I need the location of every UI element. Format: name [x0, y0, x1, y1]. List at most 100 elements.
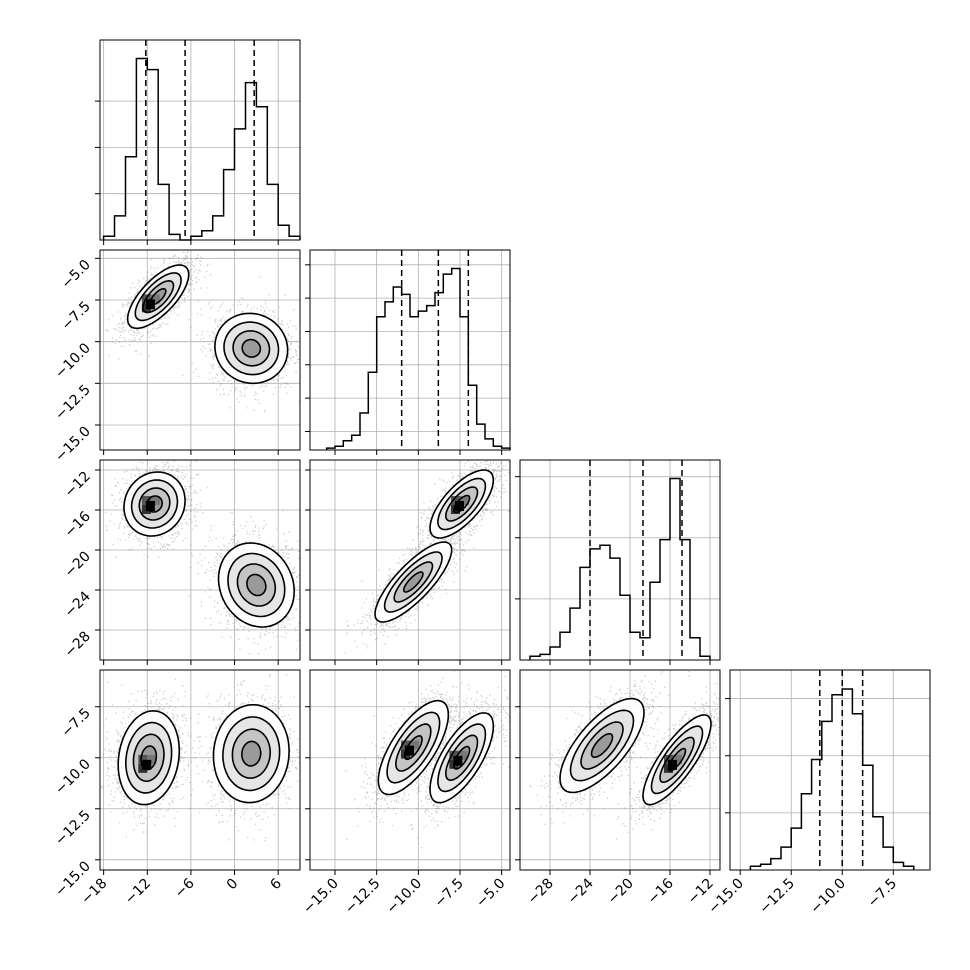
x-tick-label: −12: [122, 876, 154, 908]
density-cell: [401, 740, 410, 750]
contour-line: [580, 721, 624, 770]
contour-line: [214, 312, 289, 385]
density-cell: [147, 754, 157, 764]
density-cell: [138, 754, 148, 764]
joint-panel-1-0: [95, 249, 301, 455]
panel-frame: [99, 39, 301, 241]
panel-frame: [99, 669, 301, 871]
y-tick-label: −20: [62, 549, 94, 581]
histogram-panel-1: [305, 249, 511, 455]
histogram-step: [529, 477, 711, 660]
density-cell: [141, 496, 151, 505]
x-tick-label: −12.5: [342, 876, 384, 918]
contour-line: [222, 716, 281, 792]
density-cell: [458, 750, 468, 760]
y-tick-label: −28: [62, 629, 94, 661]
contour-line: [240, 740, 262, 767]
contour-line: [124, 721, 173, 794]
panel-frame: [309, 669, 511, 871]
density-cell: [150, 496, 160, 505]
contour-line: [559, 697, 645, 794]
histogram-panel-3: [725, 669, 931, 875]
contour-line: [437, 477, 487, 531]
histogram-step: [102, 57, 301, 241]
contour-line: [383, 551, 443, 613]
y-tick-label: −10.0: [52, 340, 94, 382]
density-cell: [664, 754, 673, 764]
contour-line: [138, 487, 171, 521]
joint-panel-3-0: [95, 669, 301, 875]
x-tick-label: 6: [267, 875, 285, 893]
contour-line: [126, 264, 190, 330]
contour-line: [453, 494, 471, 514]
contour-line: [140, 745, 158, 771]
density-peak-cell: [145, 501, 155, 511]
y-tick-label: −5.0: [58, 257, 93, 292]
density-peak-cell: [453, 755, 463, 766]
density-fill: [403, 572, 423, 592]
density-cell: [150, 294, 160, 304]
x-tick-label: −7.5: [431, 876, 466, 911]
contour-line: [429, 712, 495, 804]
joint-panel-2-1: [305, 459, 511, 665]
contour-line: [403, 734, 423, 761]
contour-line: [437, 723, 487, 793]
contour-line: [642, 714, 712, 806]
contour-line: [223, 321, 280, 376]
density-cell: [449, 750, 459, 760]
contour-line: [212, 704, 290, 804]
histogram-step: [749, 688, 915, 870]
density-peak-cell: [142, 759, 152, 770]
contour-line: [132, 733, 165, 782]
joint-panel-3-2: [515, 669, 721, 875]
density-peak-cell: [455, 501, 464, 511]
contour-line: [134, 272, 182, 322]
scatter-points: [529, 670, 720, 840]
contour-line: [246, 573, 267, 597]
contour-line: [453, 745, 471, 770]
contour-line: [227, 552, 286, 618]
density-fill: [241, 741, 261, 766]
contour-line: [241, 338, 262, 358]
histogram-panel-0: [95, 39, 301, 245]
density-fill: [246, 574, 266, 596]
contour-line: [377, 699, 450, 796]
contour-line: [149, 288, 167, 306]
x-tick-label: −24: [565, 875, 597, 907]
density-cell: [451, 496, 460, 505]
x-tick-label: −28: [525, 876, 557, 908]
joint-panel-3-1: [305, 669, 511, 875]
contour-line: [146, 495, 164, 513]
contour-line: [659, 736, 695, 783]
panel-frame: [99, 249, 301, 451]
y-tick-label: −10.0: [52, 756, 94, 798]
contour-line: [394, 723, 432, 772]
contour-line: [667, 747, 687, 772]
contour-line: [232, 330, 271, 367]
y-tick-label: −24: [62, 588, 94, 620]
y-tick-label: −12.5: [52, 807, 94, 849]
x-tick-label: −7.5: [865, 876, 900, 911]
histogram-step: [325, 267, 511, 450]
contour-line: [650, 725, 704, 795]
x-tick-label: −12.5: [756, 876, 798, 918]
panel-frame: [309, 459, 511, 661]
panel-frame: [519, 669, 721, 871]
contour-line: [123, 471, 186, 537]
x-tick-label: −5.0: [473, 876, 508, 911]
panel-frame: [309, 249, 511, 451]
contour-line: [429, 469, 495, 539]
contour-line: [569, 709, 635, 782]
density-peak-cell: [405, 745, 414, 756]
contour-line: [374, 541, 453, 623]
contour-line: [231, 728, 272, 779]
contour-line: [393, 561, 434, 603]
contour-line: [444, 734, 479, 782]
panel-frame: [99, 459, 301, 661]
contour-line: [403, 571, 424, 593]
x-tick-label: −10.0: [384, 876, 426, 918]
histogram-panel-2: [515, 459, 721, 665]
contour-line: [236, 563, 277, 607]
y-tick-label: −16: [62, 508, 94, 540]
contour-line: [142, 279, 175, 314]
